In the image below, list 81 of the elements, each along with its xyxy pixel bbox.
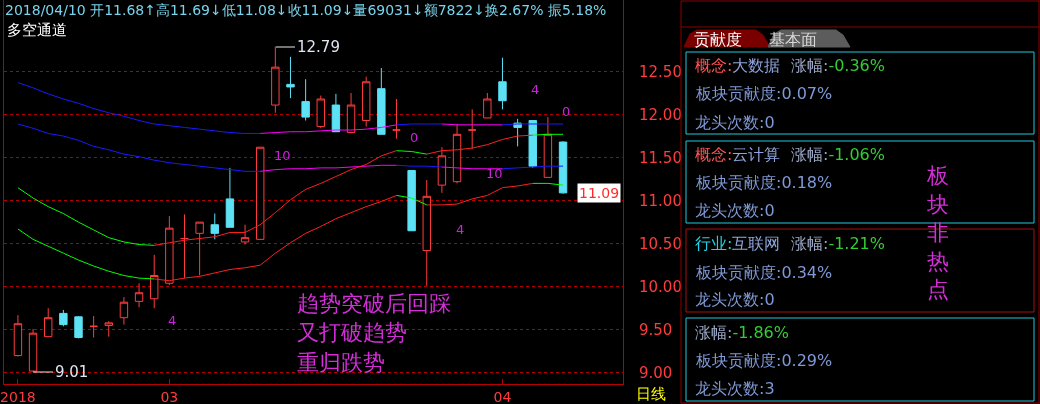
text: 龙头次数:3 (695, 379, 775, 398)
candlestick (346, 92, 356, 134)
text: 11.09 (579, 185, 620, 201)
text: 板块非热点 (926, 163, 949, 303)
annotation: 又打破趋势 (297, 320, 407, 345)
candlestick (467, 108, 477, 150)
candlestick (195, 221, 204, 277)
candlestick (316, 95, 325, 129)
candlestick (452, 123, 462, 184)
text: 基本面 (769, 30, 817, 49)
candlestick (286, 56, 295, 99)
y-tick-label: 10.50 (639, 234, 682, 253)
candlestick (89, 315, 98, 339)
candlestick (483, 92, 492, 119)
candlestick (104, 320, 113, 338)
annotation: 12.79 (297, 38, 340, 56)
annotation: 10 (486, 166, 503, 181)
candlestick (377, 67, 386, 135)
annotation: 10 (274, 148, 291, 163)
chart-title: 2018/04/10 开11.68↑高11.69↓低11.08↓收11.09↓量69031↓额7822↓换2.67% 振5.18% (5, 1, 607, 18)
candlestick (74, 315, 83, 339)
candlestick (119, 296, 129, 326)
text: 涨幅:-1.06% (791, 145, 885, 164)
text: 涨幅:-1.86% (695, 323, 789, 342)
text: 贡献度 (694, 30, 742, 49)
y-tick-label: 12.00 (639, 105, 682, 124)
annotation: 4 (531, 82, 540, 97)
candlestick (180, 213, 189, 279)
candlestick (271, 45, 280, 114)
text: 板块贡献度:0.29% (695, 351, 833, 370)
candlestick (13, 314, 23, 357)
x-tick-label: 2018 (0, 388, 36, 404)
annotation: 4 (456, 222, 465, 237)
candlestick (498, 57, 507, 110)
candlestick (392, 98, 401, 140)
text: 涨幅:-0.36% (791, 56, 885, 75)
annotation: 0 (562, 104, 571, 119)
y-tick-label: 10.00 (639, 277, 682, 296)
x-tick-label: 04 (493, 388, 512, 404)
annotation: 趋势突破后回踩 (297, 291, 451, 316)
y-tick-label: 11.50 (639, 148, 682, 167)
candlestick (150, 254, 159, 309)
text: 涨幅:-1.21% (791, 234, 885, 253)
candlestick (407, 169, 416, 232)
annotation: 0 (410, 130, 419, 145)
text: 板块贡献度:0.34% (695, 263, 833, 282)
candlestick (558, 140, 568, 195)
text: 概念:大数据 (695, 56, 781, 75)
candlestick (134, 282, 144, 308)
text: 概念:云计算 (695, 145, 781, 164)
text: 龙头次数:0 (695, 290, 775, 309)
y-tick-label: 9.50 (639, 321, 673, 340)
y-tick-label: 12.50 (639, 62, 682, 81)
candlestick (210, 213, 219, 240)
y-tick-label: 11.00 (639, 191, 682, 210)
text: 龙头次数:0 (695, 201, 775, 220)
y-tick-label: 9.00 (639, 364, 673, 383)
candlestick (422, 179, 431, 287)
candlestick (165, 215, 174, 286)
candlestick (28, 328, 38, 373)
text: 日线 (636, 385, 666, 403)
annotation: 9.01 (55, 363, 89, 381)
candlestick (331, 93, 341, 133)
candlestick (225, 167, 235, 228)
text: 板块贡献度:0.07% (695, 84, 833, 103)
candlestick (44, 307, 53, 338)
candlestick (240, 224, 250, 246)
candlestick (301, 78, 310, 122)
candlestick (528, 120, 537, 169)
text: 多空通道 (7, 21, 67, 39)
text: 龙头次数:0 (695, 113, 775, 132)
annotation: 4 (168, 313, 177, 328)
text: 板块贡献度:0.18% (695, 173, 833, 192)
candlestick (361, 76, 371, 128)
text: 行业:互联网 (695, 234, 781, 253)
candlestick (255, 146, 265, 240)
candlestick (59, 309, 68, 327)
candlestick (437, 146, 447, 194)
x-tick-label: 03 (160, 388, 179, 404)
candlestick (543, 116, 553, 178)
annotation: 重归跌势 (297, 350, 385, 375)
